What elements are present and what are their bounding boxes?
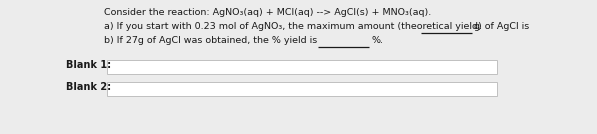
Text: a) If you start with 0.23 mol of AgNO₃, the maximum amount (theoretical yield) o: a) If you start with 0.23 mol of AgNO₃, … [104,22,530,31]
Text: %.: %. [371,36,383,45]
Text: g.: g. [474,22,483,31]
Text: b) If 27g of AgCl was obtained, the % yield is: b) If 27g of AgCl was obtained, the % yi… [104,36,317,45]
FancyBboxPatch shape [107,82,497,96]
Text: Blank 2:: Blank 2: [66,82,111,92]
FancyBboxPatch shape [107,60,497,74]
Text: Blank 1:: Blank 1: [66,60,111,70]
Text: Consider the reaction: AgNO₃(aq) + MCl(aq) --> AgCl(s) + MNO₃(aq).: Consider the reaction: AgNO₃(aq) + MCl(a… [104,8,431,17]
